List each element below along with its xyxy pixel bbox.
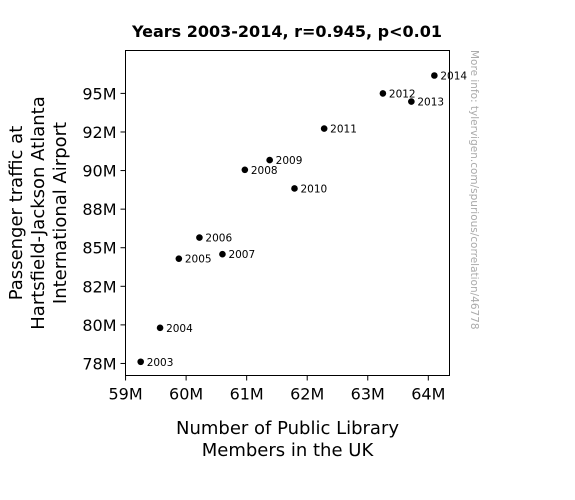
y-axis-label-line: Hartsfield-Jackson Atlanta [28,96,49,330]
point-label: 2003 [147,357,174,369]
x-tick-label: 63M [351,385,385,404]
point-label: 2014 [440,71,467,83]
point-label: 2012 [389,88,416,100]
point-label: 2007 [228,249,255,261]
point-label: 2010 [300,183,327,195]
point-label: 2008 [251,165,278,177]
x-axis-label-line: Members in the UK [202,440,375,461]
y-tick-label: 92M [82,123,116,142]
point-label: 2009 [276,155,303,167]
x-tick-label: 62M [290,385,324,404]
data-point [241,166,249,174]
source-note: More info: tylervigen.com/spurious/corre… [468,50,480,330]
data-point [320,125,328,132]
data-point [291,185,298,192]
data-point [196,234,203,241]
data-point [219,250,226,258]
chart-title: Years 2003-2014, r=0.945, p<0.01 [131,22,442,41]
data-point [408,98,415,105]
x-tick-label: 64M [411,385,445,404]
y-tick-label: 95M [82,84,116,103]
data-point [379,90,387,97]
x-tick-label: 61M [230,385,264,404]
y-tick-label: 90M [82,162,116,181]
data-point [266,156,273,164]
point-label: 2013 [417,97,444,109]
data-point [137,358,144,366]
x-axis: 59M 60M 61M 62M 63M 64M [108,375,445,404]
y-tick-label: 78M [82,354,116,373]
y-axis-label: Passenger traffic at Hartsfield-Jackson A… [6,96,71,330]
plot-frame [125,50,450,376]
point-label: 2005 [185,254,212,266]
x-tick-label: 59M [108,385,142,404]
point-label: 2011 [330,124,357,136]
y-tick-label: 85M [82,239,116,258]
y-axis: 78M 80M 82M 85M 88M 90M 92M 95M [82,84,126,373]
data-point [156,324,164,332]
point-label: 2004 [166,323,193,335]
data-point [175,255,183,262]
y-tick-label: 88M [82,200,116,219]
y-axis-label-line: International Airport [50,122,71,304]
y-axis-label-line: Passenger traffic at [6,126,27,301]
y-tick-label: 82M [82,277,116,296]
data-point [431,72,438,79]
x-axis-label-line: Number of Public Library [176,418,399,439]
point-label: 2006 [205,233,232,245]
y-tick-label: 80M [82,316,116,335]
x-tick-label: 60M [169,385,203,404]
